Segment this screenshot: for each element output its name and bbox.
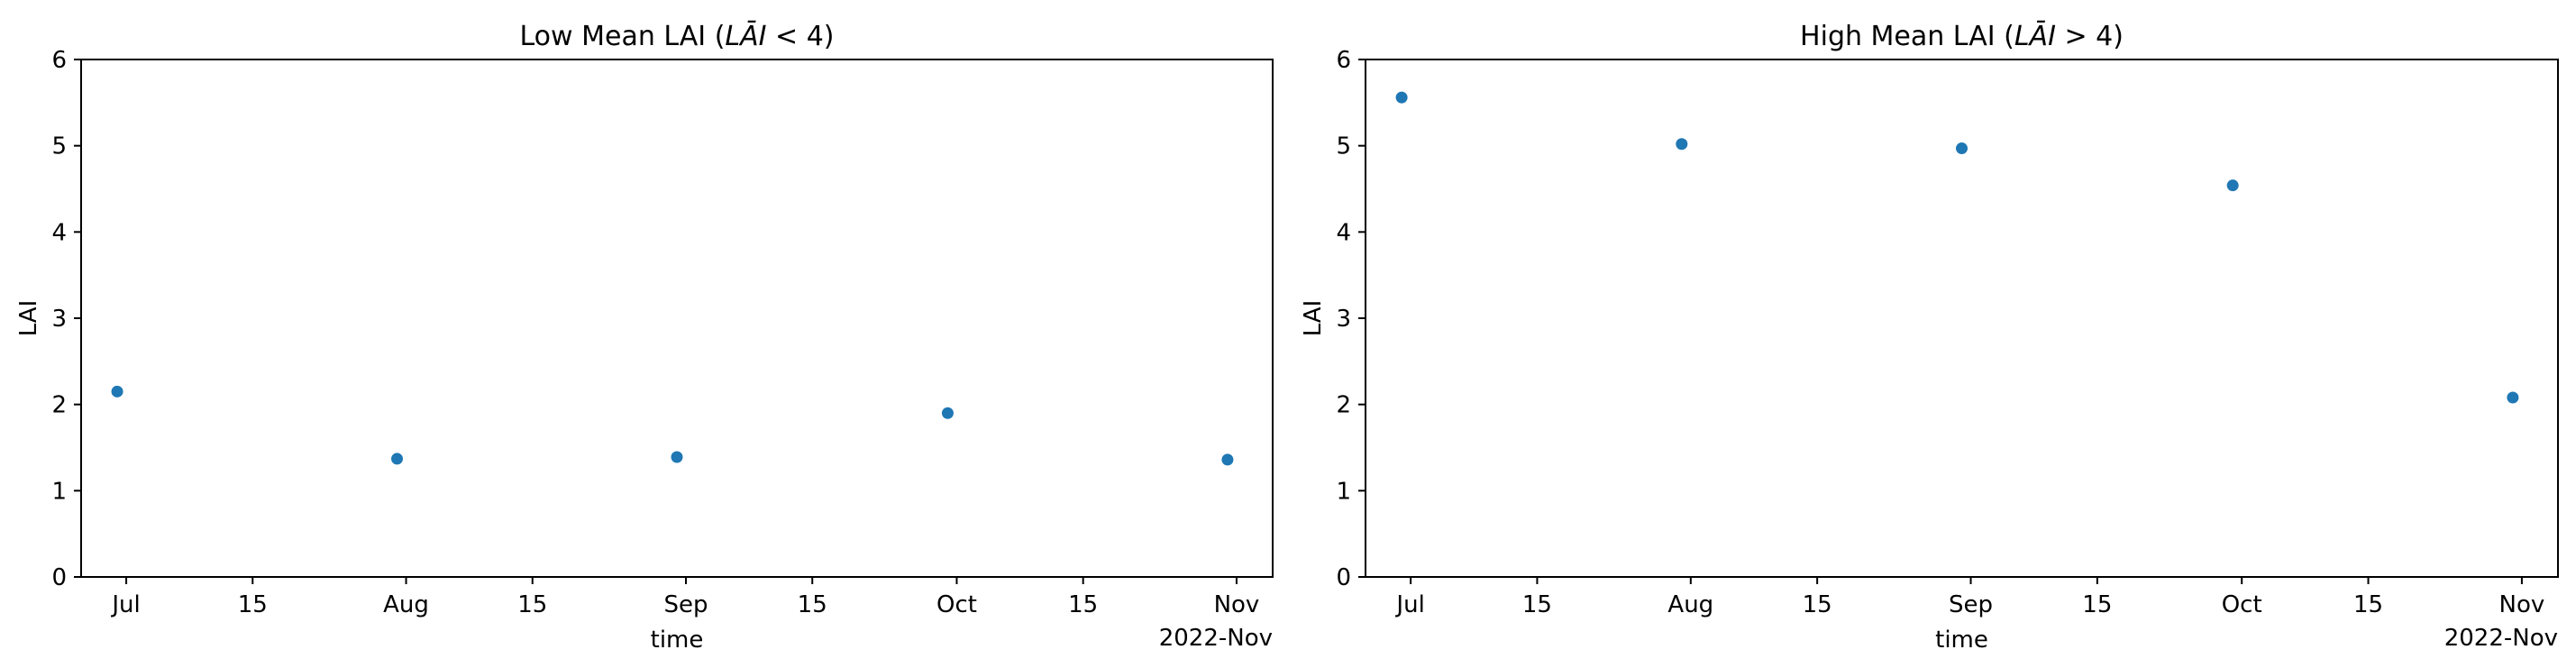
y-tick-label: 5	[1336, 133, 1351, 160]
x-axis-label: time	[1935, 627, 1988, 654]
chart-title-math-var: LĀI	[2014, 20, 2056, 52]
y-axis-label: LAI	[1300, 300, 1327, 337]
y-tick-label: 5	[51, 133, 67, 160]
x-tick-label: Jul	[110, 591, 140, 618]
x-tick-label: Oct	[936, 591, 977, 618]
data-point	[1956, 142, 1968, 155]
x-tick-label: Aug	[383, 591, 429, 618]
data-point	[391, 453, 404, 465]
chart-title-math-op: > 4	[2056, 21, 2113, 52]
y-tick-label: 3	[51, 306, 67, 333]
chart-title-paren-close: )	[824, 21, 835, 52]
chart-panel-1: 0 1 2 3 4 5 6 Jul 15 Aug 15 Sep 15 Oct 15 Nov 2022-Nov ti…	[15, 20, 1274, 654]
y-tick-label: 6	[51, 47, 67, 74]
x-tick-label: Oct	[2222, 591, 2262, 618]
x-tick-label: Sep	[1949, 591, 1993, 618]
y-tick-label: 4	[1336, 219, 1351, 246]
chart-title-text: High Mean LAI	[1800, 21, 1996, 52]
y-tick-label: 1	[1336, 478, 1351, 505]
chart-title: Low Mean LAI (LĀI < 4)	[519, 20, 834, 52]
data-point	[671, 451, 683, 463]
chart-title-paren-close: )	[2113, 21, 2124, 52]
chart-panel-2: 0 1 2 3 4 5 6 Jul 15 Aug 15 Sep 15 Oct 15 Nov 2022-Nov ti…	[1300, 20, 2559, 654]
y-tick-label: 2	[51, 392, 67, 419]
x-tick-label: 15	[1803, 591, 1832, 618]
x-tick-label: 15	[2082, 591, 2112, 618]
x-tick-label: Sep	[664, 591, 708, 618]
chart-title-paren: (	[1996, 21, 2014, 52]
y-tick-label: 0	[1336, 564, 1351, 591]
data-point	[1395, 91, 1408, 104]
x-tick-label: 15	[1068, 591, 1098, 618]
y-tick-label: 3	[1336, 306, 1351, 333]
y-axis-label: LAI	[15, 300, 42, 337]
x-tick-label: Aug	[1667, 591, 1713, 618]
data-point	[111, 385, 123, 398]
chart-title-math-var: LĀI	[725, 20, 766, 52]
x-tick-label: 15	[2353, 591, 2383, 618]
data-point	[941, 407, 954, 419]
data-point	[2507, 391, 2519, 404]
data-point	[1676, 138, 1688, 151]
data-point	[1221, 453, 1234, 466]
chart-title-math-op: < 4	[767, 21, 824, 52]
y-tick-label: 4	[51, 219, 67, 246]
data-point	[2226, 179, 2239, 192]
x-tick-label: 15	[238, 591, 268, 618]
x-tick-label: 15	[517, 591, 547, 618]
chart-title: High Mean LAI (LĀI > 4)	[1800, 20, 2124, 52]
x-tick-label: Nov	[1214, 591, 1260, 618]
x-offset-label: 2022-Nov	[2444, 625, 2558, 652]
x-tick-label: 15	[798, 591, 827, 618]
x-tick-label: Jul	[1394, 591, 1424, 618]
x-offset-label: 2022-Nov	[1159, 625, 1273, 652]
x-tick-label: Nov	[2499, 591, 2545, 618]
x-tick-label: 15	[1522, 591, 1552, 618]
y-tick-label: 6	[1336, 47, 1351, 74]
x-axis-label: time	[651, 627, 704, 654]
y-tick-label: 1	[51, 478, 67, 505]
chart-title-paren: (	[706, 21, 725, 52]
y-tick-label: 0	[51, 564, 67, 591]
chart-title-text: Low Mean LAI	[519, 21, 706, 52]
y-tick-label: 2	[1336, 392, 1351, 419]
